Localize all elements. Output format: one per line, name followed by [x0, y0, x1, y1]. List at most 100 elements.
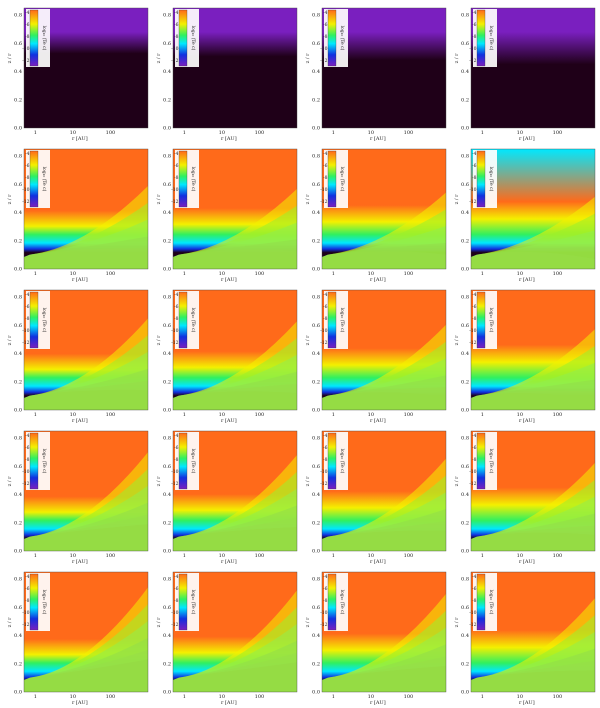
- x-tick-label: 100: [553, 694, 563, 700]
- colorbar-tick-label: -10: [320, 187, 327, 193]
- y-tick-label: 0.4: [14, 492, 22, 498]
- colorbar-tick-label: -6: [25, 163, 30, 169]
- y-tick-label: 0.0: [312, 267, 320, 273]
- y-tick-label: 0.2: [312, 238, 320, 244]
- y-tick-label: 0.8: [461, 154, 469, 160]
- map-panel: -4 -6 -8 -10 -12 log₁₀ (Te c) 0.0 0.2 0.4 0.6 0.8 z…: [453, 426, 600, 567]
- y-tick-label: 0.0: [461, 690, 469, 696]
- y-tick-label: 0.2: [163, 520, 171, 526]
- y-tick-label: 0.0: [163, 126, 171, 132]
- y-axis-label: z / r: [156, 194, 162, 204]
- y-tick-label: 0.2: [14, 520, 22, 526]
- y-tick-label: 0.6: [461, 464, 469, 470]
- y-tick-label: 0.0: [461, 549, 469, 555]
- x-tick-label: 100: [255, 130, 265, 136]
- colorbar-tick-label: -10: [320, 328, 327, 334]
- y-tick-label: 0.6: [163, 182, 171, 188]
- x-axis-label: r [AU]: [221, 418, 237, 424]
- colorbar-tick-label: -12: [171, 199, 178, 205]
- y-tick-label: 0.2: [163, 97, 171, 103]
- colorbar: [476, 573, 486, 631]
- colorbar-tick-label: -10: [320, 610, 327, 616]
- x-tick-label: 1: [34, 130, 37, 136]
- y-tick-label: 0.4: [461, 633, 469, 639]
- colorbar-tick-label: -12: [320, 622, 327, 628]
- x-axis-label: r [AU]: [519, 277, 535, 283]
- map-svg: -4 -6 -8 -10 -12 log₁₀ (Te c) 0.0 0.2 0.4 0.6 0.8 z…: [305, 7, 447, 142]
- x-tick-label: 1: [183, 271, 186, 277]
- colorbar-tick-label: -6: [472, 586, 477, 592]
- colorbar-tick-label: -4: [323, 433, 328, 439]
- colorbar-tick-label: -8: [323, 316, 328, 322]
- y-tick-label: 0.0: [14, 267, 22, 273]
- x-tick-label: 1: [34, 694, 37, 700]
- y-tick-label: 0.0: [163, 408, 171, 414]
- x-tick-label: 100: [553, 130, 563, 136]
- colorbar-tick-label: -8: [323, 457, 328, 463]
- y-tick-label: 0.0: [312, 549, 320, 555]
- colorbar-tick-label: -12: [22, 481, 29, 487]
- x-tick-label: 10: [368, 271, 374, 277]
- y-tick-label: 0.4: [163, 492, 171, 498]
- colorbar-tick-label: -8: [323, 598, 328, 604]
- colorbar-tick-label: -4: [472, 574, 477, 580]
- y-tick-label: 0.8: [312, 13, 320, 19]
- y-tick-label: 0.4: [461, 492, 469, 498]
- x-tick-label: 1: [332, 553, 335, 559]
- y-axis-label: z / r: [454, 53, 460, 63]
- colorbar: [178, 432, 188, 490]
- y-axis-label: z / r: [7, 335, 13, 345]
- x-tick-label: 10: [219, 130, 225, 136]
- y-tick-label: 0.6: [312, 464, 320, 470]
- y-tick-label: 0.4: [461, 210, 469, 216]
- y-axis-label: z / r: [305, 476, 311, 486]
- y-tick-label: 0.6: [14, 605, 22, 611]
- colorbar-tick-label: -10: [469, 610, 476, 616]
- x-tick-label: 100: [106, 271, 116, 277]
- y-tick-label: 0.2: [163, 661, 171, 667]
- colorbar-label: log₁₀ (Te c): [339, 449, 346, 474]
- y-tick-label: 0.8: [312, 577, 320, 583]
- colorbar-tick-label: -4: [472, 151, 477, 157]
- y-tick-label: 0.2: [461, 520, 469, 526]
- colorbar-tick-label: -8: [323, 175, 328, 181]
- map-panel: -4 -6 -8 -10 -12 log₁₀ (Te c) 0.0 0.2 0.4 0.6 0.8 z…: [304, 426, 452, 567]
- colorbar: [29, 432, 39, 490]
- x-tick-label: 100: [106, 412, 116, 418]
- y-tick-label: 0.0: [312, 408, 320, 414]
- colorbar-tick-label: -4: [25, 574, 30, 580]
- colorbar-tick-label: -4: [25, 433, 30, 439]
- map-image: [471, 290, 595, 410]
- colorbar-tick-label: -12: [320, 199, 327, 205]
- y-tick-label: 0.4: [312, 69, 320, 75]
- map-panel: -4 -6 -8 -10 -12 log₁₀ (Te c) 0.0 0.2 0.4 0.6 0.8 z…: [155, 426, 303, 567]
- colorbar-tick-label: -12: [171, 481, 178, 487]
- colorbar-tick-label: -10: [22, 46, 29, 52]
- y-tick-label: 0.0: [163, 690, 171, 696]
- y-tick-label: 0.8: [312, 154, 320, 160]
- colorbar-tick-label: -4: [323, 292, 328, 298]
- colorbar-label: log₁₀ (Te c): [190, 26, 197, 51]
- y-tick-label: 0.8: [14, 577, 22, 583]
- y-tick-label: 0.0: [14, 690, 22, 696]
- colorbar-tick-label: -4: [25, 292, 30, 298]
- colorbar-tick-label: -10: [171, 610, 178, 616]
- disk-layer: [24, 587, 148, 692]
- colorbar-tick-label: -12: [469, 340, 476, 346]
- map-image: [24, 572, 148, 692]
- colorbar-tick-label: -10: [171, 469, 178, 475]
- y-tick-label: 0.0: [312, 126, 320, 132]
- x-tick-label: 1: [332, 271, 335, 277]
- disk-layer: [24, 185, 148, 269]
- colorbar-label: log₁₀ (Te c): [488, 167, 495, 192]
- y-tick-label: 0.6: [14, 182, 22, 188]
- x-tick-label: 100: [404, 553, 414, 559]
- colorbar-tick-label: -6: [174, 22, 179, 28]
- x-tick-label: 1: [332, 694, 335, 700]
- x-tick-label: 1: [481, 694, 484, 700]
- map-panel: -4 -6 -8 -10 -12 log₁₀ (Te c) 0.0 0.2 0.4 0.6 0.8 z…: [155, 567, 303, 708]
- x-tick-label: 100: [255, 694, 265, 700]
- colorbar-label: log₁₀ (Te c): [488, 308, 495, 333]
- colorbar-tick-label: -12: [320, 340, 327, 346]
